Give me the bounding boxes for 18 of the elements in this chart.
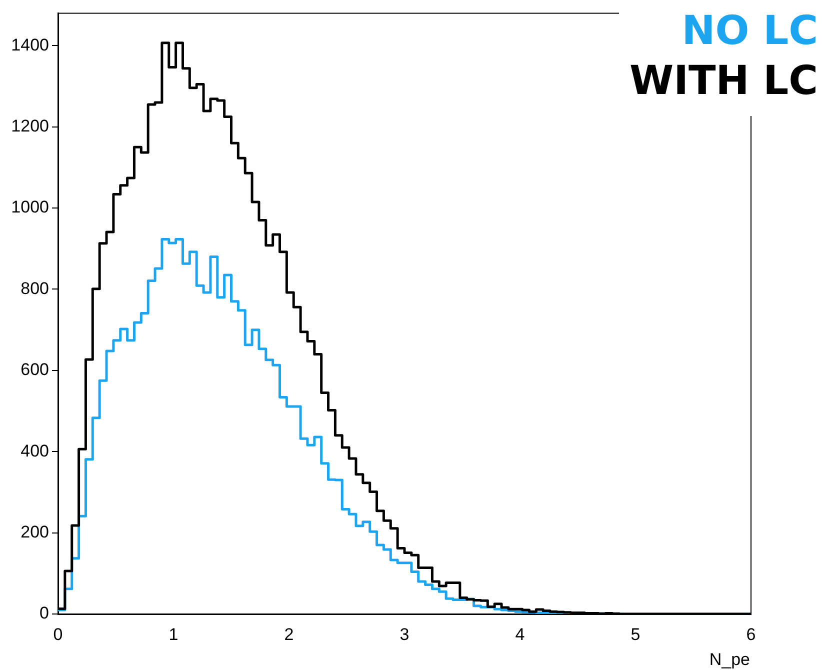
x-tick-label: 5 [630,624,640,644]
text: WITH LC [629,57,818,106]
x-tick-label: 6 [746,624,756,644]
y-tick-label: 800 [20,278,49,298]
y-tick-label: 0 [40,604,49,623]
y-tick-label: 200 [20,522,49,542]
text: NO LC [680,7,818,56]
x-axis-title: N_pe [709,650,750,670]
y-tick-label: 400 [20,441,49,460]
y-tick-label: 1200 [11,116,49,136]
x-tick-label: 0 [53,624,63,644]
x-tick-label: 4 [515,624,525,644]
x-tick-label: 2 [284,624,294,644]
y-tick-label: 1400 [11,35,49,54]
x-tick-label: 1 [168,624,178,644]
y-tick-label: 1000 [11,198,49,217]
y-tick-label: 600 [20,360,49,380]
x-tick-label: 3 [400,624,410,644]
